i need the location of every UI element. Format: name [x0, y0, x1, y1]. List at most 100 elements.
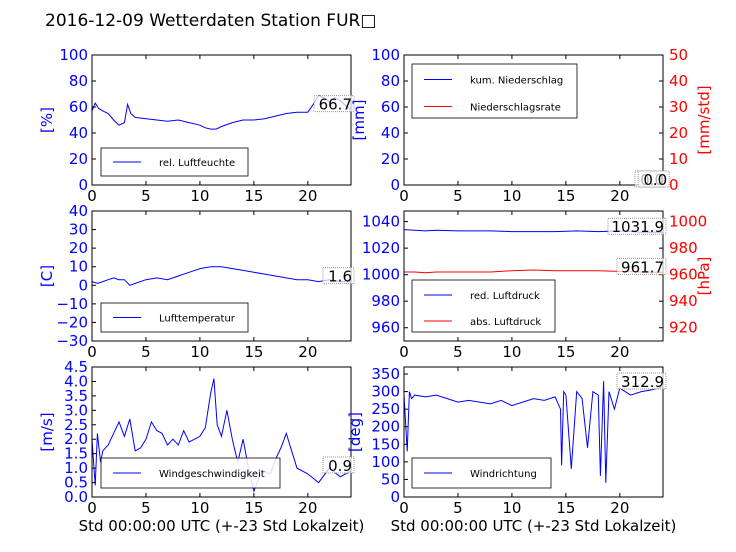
- legend-label-humidity-0: rel. Luftfeuchte: [159, 158, 235, 169]
- legend-label-wind-0: Windgeschwindigkeit: [159, 469, 265, 480]
- x-tick-label-precip-1: 5: [453, 187, 463, 205]
- x-tick-label-precip-0: 0: [399, 187, 409, 205]
- x-tick-label-wind-1: 5: [141, 499, 151, 517]
- x-tick-label-winddir-3: 15: [556, 499, 575, 517]
- y-tick-label-temp-6: 30: [69, 221, 88, 239]
- annotation2-pressure-text: 961.7: [621, 258, 664, 276]
- x-axis-label-winddir: Std 00:00:00 UTC (+-23 Std Lokalzeit): [391, 517, 677, 535]
- x-tick-label-humidity-2: 10: [190, 187, 209, 205]
- legend-label-pressure-0: red. Luftdruck: [470, 291, 540, 302]
- y-tick-label-winddir-4: 200: [371, 418, 400, 436]
- axes-frame-winddir: [403, 366, 664, 498]
- y-tick-label-temp-5: 20: [69, 239, 88, 257]
- y-tick-label-humidity-1: 20: [69, 150, 88, 168]
- x-tick-label-wind-4: 20: [298, 499, 317, 517]
- series-line-wind-0: [91, 378, 352, 493]
- y-tick-label-humidity-4: 80: [69, 72, 88, 90]
- y-tick-label-humidity-0: 0: [78, 176, 88, 194]
- y2-tick-label-pressure-0: 920: [669, 319, 698, 337]
- x-tick-label-wind-0: 0: [87, 499, 97, 517]
- legend-box-winddir: [411, 457, 552, 489]
- y-tick-label-winddir-1: 50: [381, 470, 400, 488]
- y-tick-label-winddir-5: 250: [371, 400, 400, 418]
- legend-label-precip-0: kum. Niederschlag: [470, 76, 563, 87]
- legend-wind: Windgeschwindigkeit: [100, 457, 281, 489]
- x-tick-label-wind-3: 15: [244, 499, 263, 517]
- x-axis-label-wind: Std 00:00:00 UTC (+-23 Std Lokalzeit): [79, 517, 365, 535]
- y-tick-label-wind-8: 4.0: [64, 372, 88, 390]
- x-tick-label-winddir-4: 20: [610, 499, 629, 517]
- x-tick-label-temp-0: 0: [87, 343, 97, 361]
- legend-temp: Lufttemperatur: [100, 302, 249, 333]
- x-tick-label-humidity-4: 20: [298, 187, 317, 205]
- x-tick-label-temp-1: 5: [141, 343, 151, 361]
- y2-tick-label-pressure-4: 1000: [669, 213, 707, 231]
- annotation-temp-text: 1.6: [328, 268, 352, 286]
- y-axis-label-winddir: [deg]: [346, 412, 364, 452]
- y-tick-label-temp-0: −30: [56, 332, 88, 350]
- panel-precip: 0 5 10 15 20 0 20 40 60 80 100 [mm] 0 10 20 30 40 50 [mm/s…: [350, 46, 713, 205]
- panel-wind: 0 5 10 15 20 0.00.51.01.52.02.53.03.54.04.5 [m…: [38, 358, 364, 535]
- x-tick-label-precip-4: 20: [610, 187, 629, 205]
- axes-frame-precip: [403, 54, 664, 186]
- legend-label-temp-0: Lufttemperatur: [159, 314, 236, 325]
- x-tick-label-humidity-1: 5: [141, 187, 151, 205]
- y-axis-label-temp: [C]: [38, 265, 56, 287]
- y-tick-label-temp-3: 0: [78, 276, 88, 294]
- x-tick-label-precip-2: 10: [502, 187, 521, 205]
- y-tick-label-pressure-0: 960: [371, 319, 400, 337]
- y-tick-label-winddir-2: 100: [371, 453, 400, 471]
- axes-frame-humidity: [91, 54, 352, 186]
- annotation2-pressure: 961.7: [616, 257, 667, 276]
- annotation-temp-box: [322, 267, 355, 285]
- figure-title: 2016-12-09 Wetterdaten Station FUR□: [45, 11, 376, 31]
- y-tick-label-winddir-3: 150: [371, 435, 400, 453]
- annotation2-precip: 0.0: [637, 170, 670, 189]
- y-tick-label-wind-1: 0.5: [64, 474, 88, 492]
- y2-axis-label-precip: [mm/std]: [695, 85, 713, 154]
- legend-label-precip-1: Niederschlagsrate: [470, 103, 561, 114]
- annotation-humidity-box: [313, 95, 355, 113]
- y2-tick-label-precip-4: 40: [669, 72, 688, 90]
- x-tick-label-pressure-0: 0: [399, 343, 409, 361]
- series-line-humidity-0: [91, 94, 352, 130]
- y-tick-label-wind-9: 4.5: [64, 358, 88, 376]
- y-tick-label-wind-0: 0.0: [64, 488, 88, 506]
- y-tick-label-precip-3: 60: [381, 98, 400, 116]
- panel-temp: 0 5 10 15 20−30−20−10010203040[C]Lufttempera…: [38, 202, 355, 361]
- y-tick-label-pressure-2: 1000: [362, 266, 400, 284]
- annotation-wind-text: 0.9: [328, 457, 352, 475]
- x-tick-label-pressure-3: 15: [556, 343, 575, 361]
- legend-box-pressure: [411, 279, 556, 333]
- legend-pressure: red. Luftdruck abs. Luftdruck: [411, 279, 556, 333]
- y-tick-label-winddir-0: 0: [390, 488, 400, 506]
- series-line-winddir-0: [403, 381, 664, 483]
- y-tick-label-pressure-3: 1020: [362, 239, 400, 257]
- y2-tick-label-pressure-2: 960: [669, 266, 698, 284]
- annotation2-pressure-box: [616, 257, 667, 275]
- series-line-temp-0: [91, 266, 351, 286]
- y-axis-label-humidity: [%]: [38, 107, 56, 133]
- x-tick-label-temp-2: 10: [190, 343, 209, 361]
- y2-tick-label-precip-0: 0: [669, 176, 679, 194]
- y-tick-label-precip-4: 80: [381, 72, 400, 90]
- annotation-pressure: 1031.9: [607, 217, 667, 236]
- panel-pressure: 0 5 10 15 2096098010001020104092094096098010…: [362, 210, 713, 361]
- x-tick-label-pressure-4: 20: [610, 343, 629, 361]
- panel-humidity: 0 5 10 15 20 0 20 40 60 80 100 [%] rel. Luftfeuchte 6…: [38, 46, 355, 205]
- x-tick-label-humidity-3: 15: [244, 187, 263, 205]
- y-tick-label-wind-2: 1.0: [64, 459, 88, 477]
- y2-tick-label-precip-3: 30: [669, 98, 688, 116]
- y-tick-label-temp-4: 10: [69, 258, 88, 276]
- y-tick-label-winddir-6: 300: [371, 383, 400, 401]
- axes-frame-wind: [91, 366, 352, 498]
- y-tick-label-precip-0: 0: [390, 176, 400, 194]
- annotation2-precip-box: [637, 170, 670, 188]
- legend-winddir: Windrichtung: [411, 457, 552, 489]
- x-tick-label-temp-3: 15: [244, 343, 263, 361]
- y-tick-label-wind-3: 1.5: [64, 445, 88, 463]
- y-tick-label-temp-7: 40: [69, 202, 88, 220]
- annotation-wind: 0.9: [322, 456, 355, 475]
